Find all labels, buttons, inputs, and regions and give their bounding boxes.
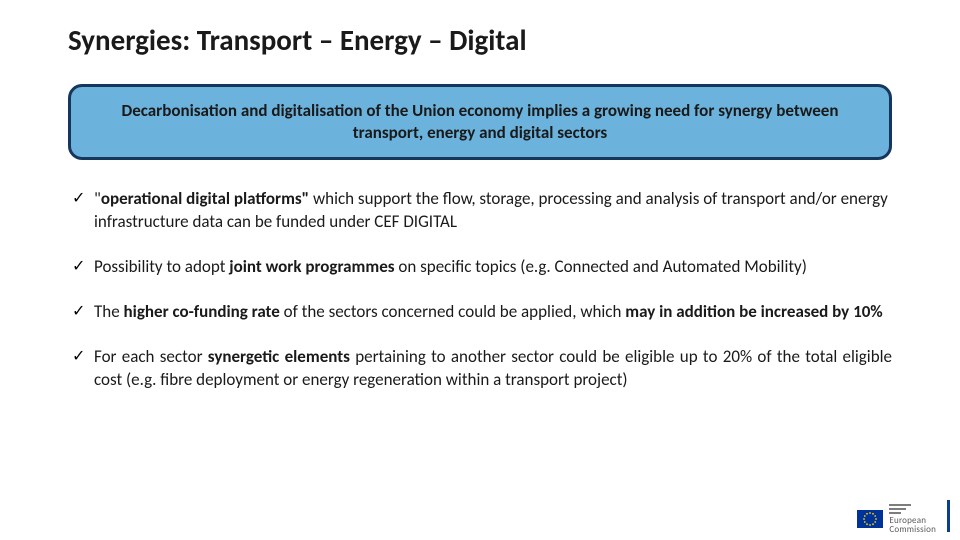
banner-text: Decarbonisation and digitalisation of th… bbox=[111, 100, 849, 144]
bullet-text: For each sector synergetic elements pert… bbox=[94, 346, 892, 392]
slide: Synergies: Transport – Energy – Digital … bbox=[0, 0, 960, 540]
ec-logo: European Commission bbox=[857, 504, 936, 534]
ec-logo-bars-icon bbox=[889, 504, 911, 514]
check-icon: ✓ bbox=[72, 188, 94, 210]
check-icon: ✓ bbox=[72, 256, 94, 278]
bullet-text: The higher co-funding rate of the sector… bbox=[94, 301, 892, 324]
bullet-item: ✓Possibility to adopt joint work program… bbox=[72, 256, 892, 279]
eu-flag-icon bbox=[857, 510, 883, 528]
footer: European Commission bbox=[0, 494, 960, 540]
bullet-item: ✓The higher co-funding rate of the secto… bbox=[72, 301, 892, 324]
slide-title: Synergies: Transport – Energy – Digital bbox=[68, 22, 527, 58]
bullet-text: Possibility to adopt joint work programm… bbox=[94, 256, 892, 279]
ec-logo-text-block: European Commission bbox=[889, 504, 936, 534]
check-icon: ✓ bbox=[72, 346, 94, 368]
bullet-list: ✓"operational digital platforms" which s… bbox=[72, 188, 892, 414]
footer-accent-bar bbox=[947, 500, 950, 532]
bullet-item: ✓For each sector synergetic elements per… bbox=[72, 346, 892, 392]
bullet-item: ✓"operational digital platforms" which s… bbox=[72, 188, 892, 234]
check-icon: ✓ bbox=[72, 301, 94, 323]
ec-logo-line2: Commission bbox=[889, 525, 936, 534]
bullet-text: "operational digital platforms" which su… bbox=[94, 188, 892, 234]
highlight-banner: Decarbonisation and digitalisation of th… bbox=[68, 84, 892, 160]
